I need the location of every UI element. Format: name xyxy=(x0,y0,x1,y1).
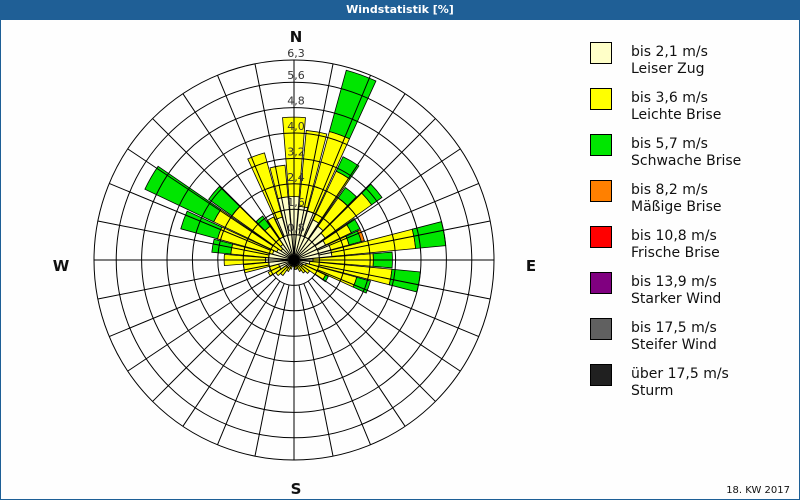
wind-bar-segment xyxy=(255,215,271,232)
wind-bar-segment xyxy=(211,238,234,255)
legend-swatch xyxy=(590,134,612,156)
compass-w: W xyxy=(53,257,70,275)
wind-bar-segment xyxy=(294,265,297,270)
wind-bar-segment xyxy=(298,129,328,209)
legend-label: Mäßige Brise xyxy=(631,199,722,215)
legend-label: Leichte Brise xyxy=(631,107,722,123)
legend-swatch xyxy=(590,318,612,340)
legend-item-leichte-brise: bis 3,6 m/s Leichte Brise xyxy=(588,88,788,134)
ring-label: 5,6 xyxy=(287,69,305,82)
wind-bar-segment xyxy=(328,69,377,140)
wind-bar-segment xyxy=(352,276,372,294)
chart-title: Windstatistik [%] xyxy=(0,0,800,20)
legend-swatch xyxy=(590,88,612,110)
legend-range: bis 17,5 m/s xyxy=(631,320,717,336)
wind-rose-chart: 0,8 1,6 2,4 3,2 4,0 4,8 5,6 6,3 N E S W xyxy=(0,20,560,500)
ring-label: 6,3 xyxy=(287,47,305,60)
legend-swatch xyxy=(590,42,612,64)
legend-item-schwache-brise: bis 5,7 m/s Schwache Brise xyxy=(588,134,788,180)
legend-label: Steifer Wind xyxy=(631,337,717,353)
polar-grid xyxy=(93,59,495,461)
legend-range: bis 8,2 m/s xyxy=(631,182,708,198)
wind-bar-segment xyxy=(300,264,311,274)
compass-e: E xyxy=(526,257,536,275)
wind-bar-segment xyxy=(335,156,360,180)
legend-item-starker-wind: bis 13,9 m/s Starker Wind xyxy=(588,272,788,318)
compass-s: S xyxy=(291,480,302,498)
legend-label: Leiser Zug xyxy=(631,61,705,77)
legend-range: bis 5,7 m/s xyxy=(631,136,708,152)
ring-label: 4,0 xyxy=(287,120,305,133)
legend-range: bis 13,9 m/s xyxy=(631,274,717,290)
ring-label: 4,8 xyxy=(287,95,305,108)
compass-n: N xyxy=(290,28,303,46)
wind-bar-segment xyxy=(180,210,223,240)
legend-item-steifer-wind: bis 17,5 m/s Steifer Wind xyxy=(588,318,788,364)
legend-range: bis 10,8 m/s xyxy=(631,228,717,244)
legend-range: über 17,5 m/s xyxy=(631,366,729,382)
legend-swatch xyxy=(590,180,612,202)
ring-label: 3,2 xyxy=(287,145,305,158)
wind-bar-segment xyxy=(296,264,302,273)
legend-item-sturm: über 17,5 m/s Sturm xyxy=(588,364,788,410)
ring-labels: 0,8 1,6 2,4 3,2 4,0 4,8 5,6 6,3 xyxy=(287,47,305,235)
week-label: 18. KW 2017 xyxy=(726,485,790,496)
legend-swatch xyxy=(590,272,612,294)
legend-swatch xyxy=(590,226,612,248)
legend-label: Starker Wind xyxy=(631,291,722,307)
legend-swatch xyxy=(590,364,612,386)
ring-label: 1,6 xyxy=(287,196,305,209)
ring-label: 0,8 xyxy=(287,222,305,235)
wind-bar-segment xyxy=(297,263,306,274)
wind-rose-svg: 0,8 1,6 2,4 3,2 4,0 4,8 5,6 6,3 N E S W xyxy=(53,28,536,498)
legend-item-maessige-brise: bis 8,2 m/s Mäßige Brise xyxy=(588,180,788,226)
legend-item-frische-brise: bis 10,8 m/s Frische Brise xyxy=(588,226,788,272)
legend-label: Sturm xyxy=(631,383,674,399)
legend-label: Frische Brise xyxy=(631,245,720,261)
legend-range: bis 3,6 m/s xyxy=(631,90,708,106)
legend-label: Schwache Brise xyxy=(631,153,742,169)
ring-label: 2,4 xyxy=(287,171,305,184)
legend: bis 2,1 m/s Leiser Zug bis 3,6 m/s Leichte… xyxy=(588,42,788,410)
legend-item-leiser-zug: bis 2,1 m/s Leiser Zug xyxy=(588,42,788,88)
legend-range: bis 2,1 m/s xyxy=(631,44,708,60)
wind-rose-bars xyxy=(144,69,447,294)
